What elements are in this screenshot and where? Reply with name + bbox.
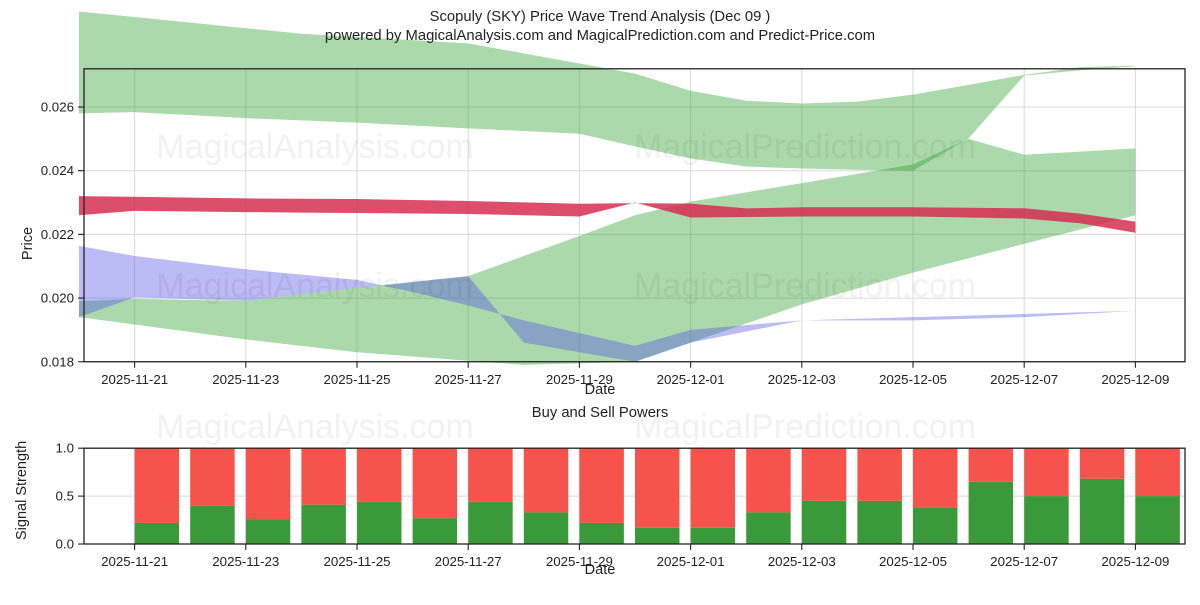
svg-text:0.0: 0.0 <box>56 537 75 552</box>
svg-text:0.026: 0.026 <box>41 100 74 115</box>
svg-text:1.0: 1.0 <box>56 441 75 456</box>
svg-text:MagicalPrediction.com: MagicalPrediction.com <box>634 267 976 305</box>
svg-text:0.022: 0.022 <box>41 227 74 242</box>
svg-text:0.020: 0.020 <box>41 291 74 306</box>
svg-text:MagicalPrediction.com: MagicalPrediction.com <box>634 128 976 166</box>
svg-text:0.024: 0.024 <box>41 163 74 178</box>
svg-text:MagicalAnalysis.com: MagicalAnalysis.com <box>156 267 473 305</box>
svg-text:0.018: 0.018 <box>41 354 74 369</box>
svg-text:MagicalAnalysis.com: MagicalAnalysis.com <box>156 128 473 166</box>
svg-text:0.5: 0.5 <box>56 489 75 504</box>
